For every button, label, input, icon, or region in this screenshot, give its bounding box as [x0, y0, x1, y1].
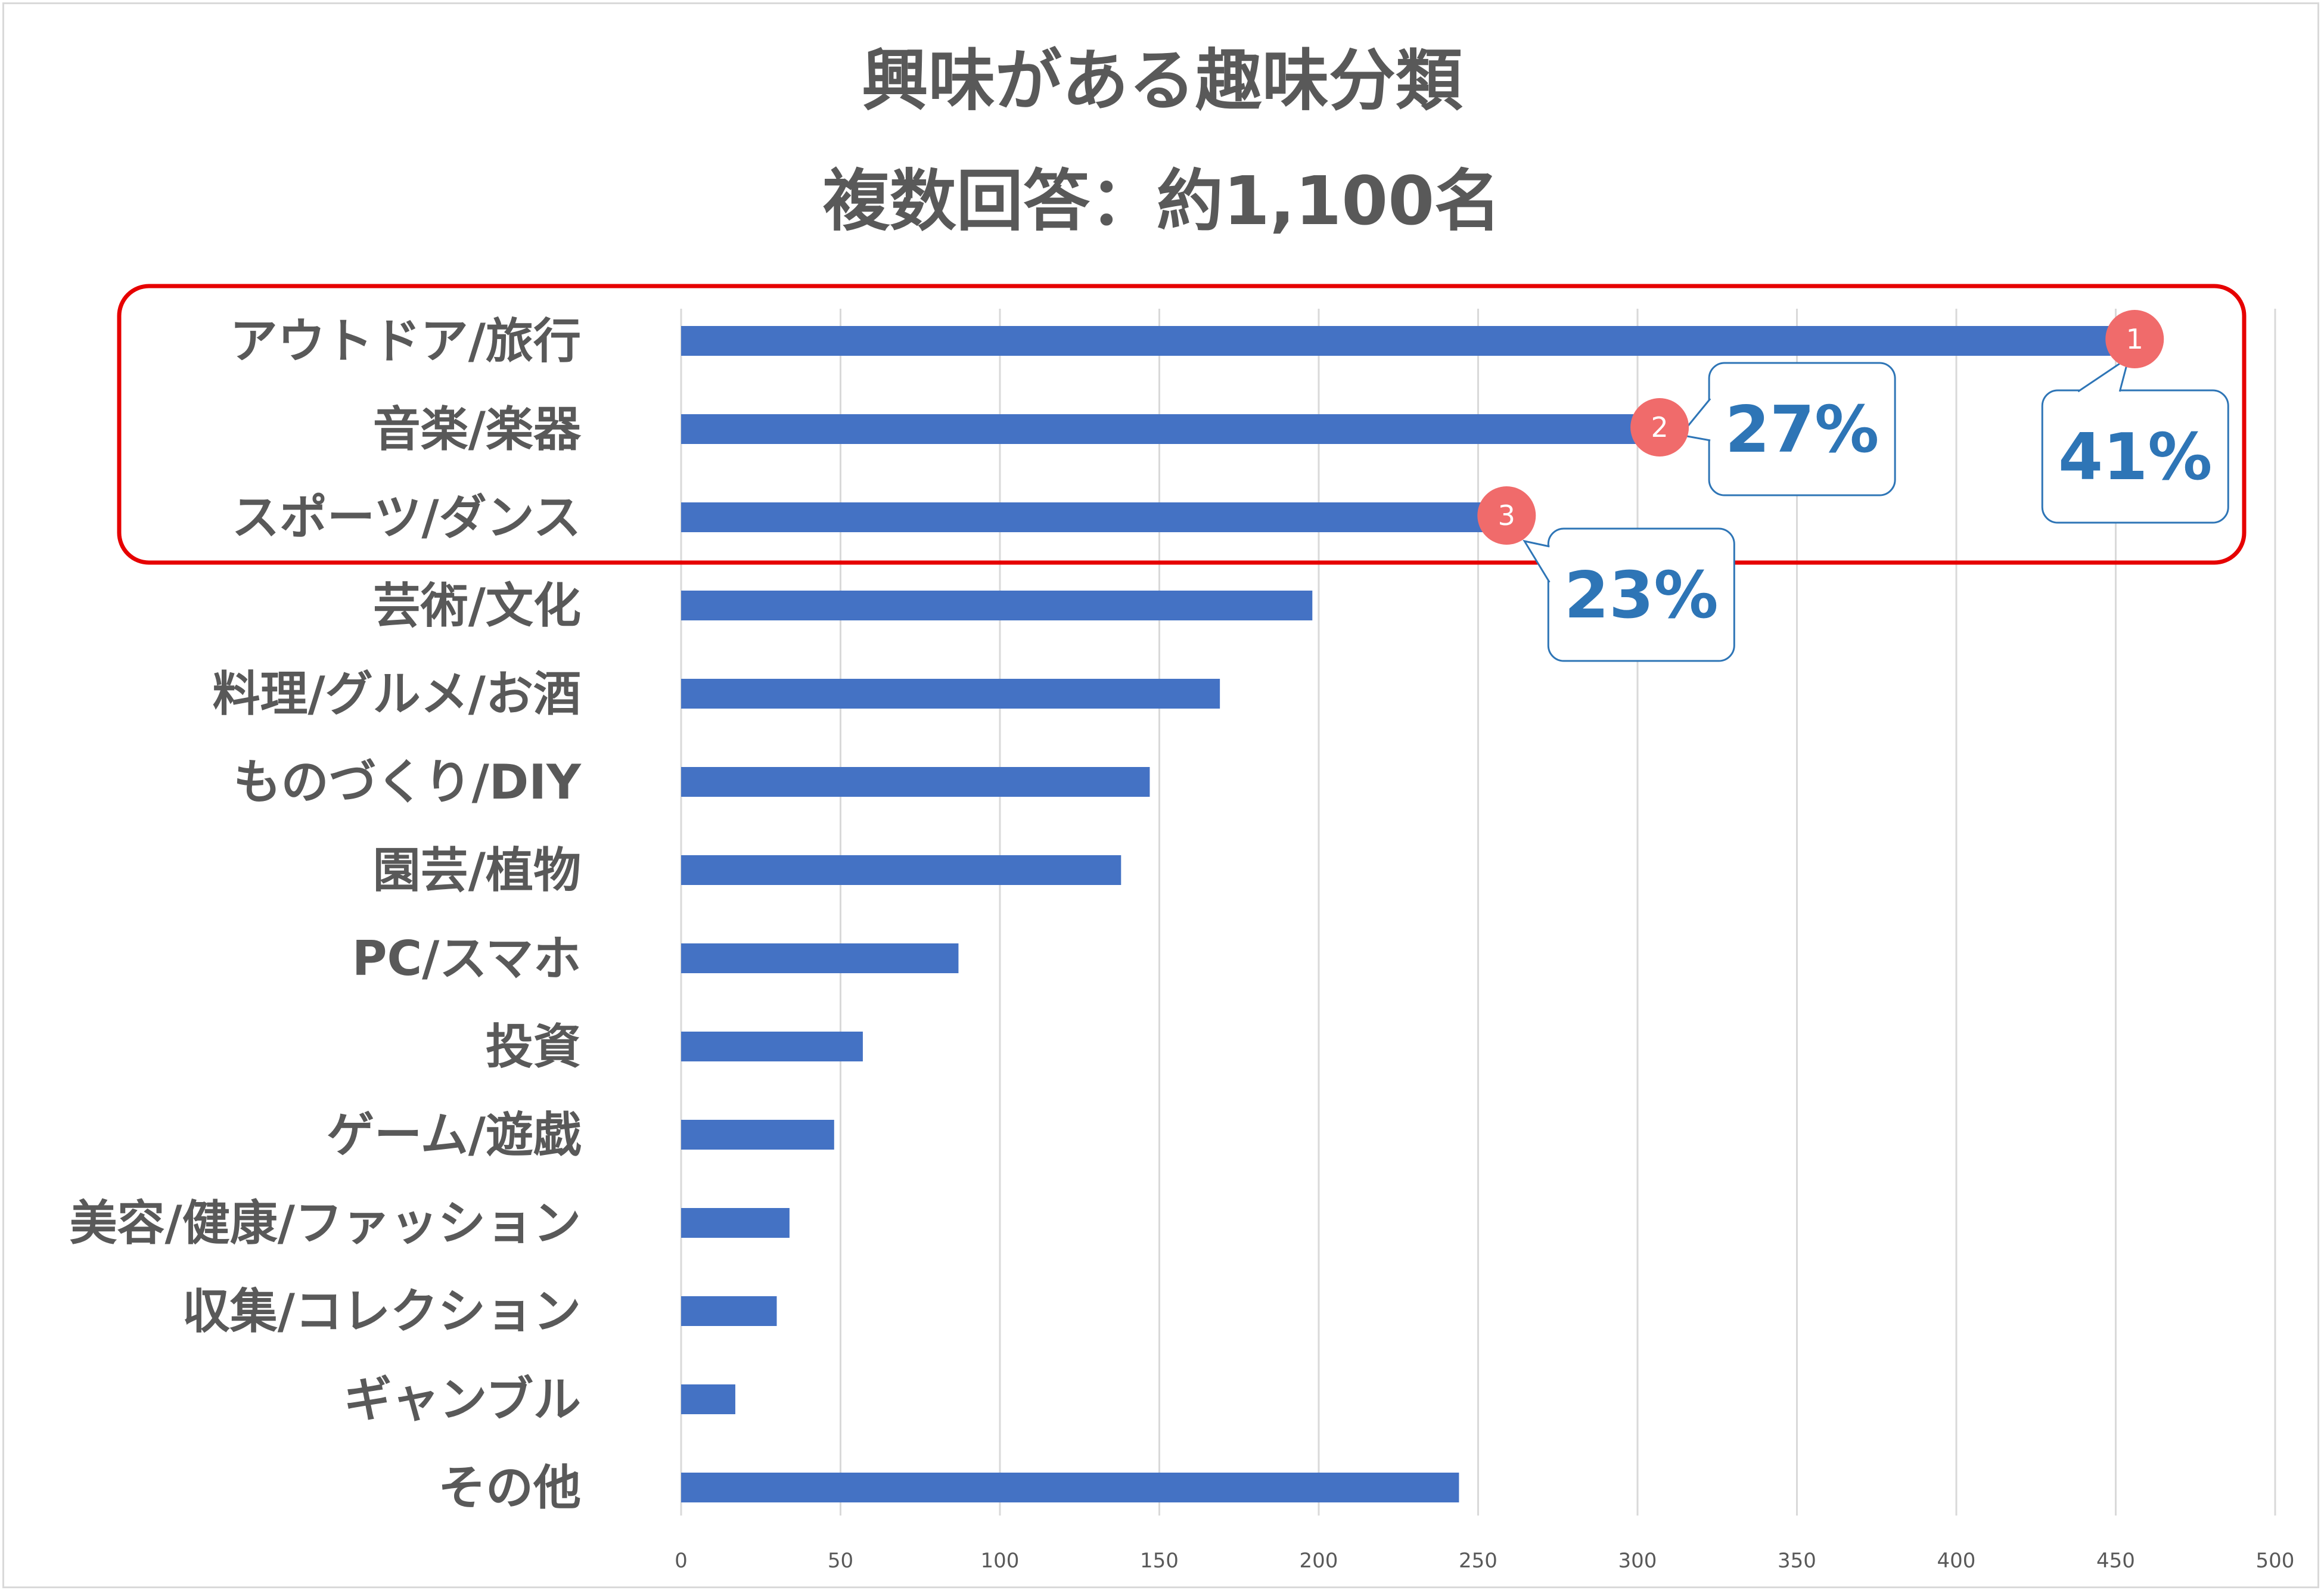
bar-9	[681, 1032, 863, 1061]
category-label-3: スポーツ/ダンス	[232, 490, 581, 545]
x-tick-label-400: 400	[1937, 1549, 1976, 1573]
top3-highlight	[117, 284, 2247, 565]
gridlines	[680, 309, 2276, 1516]
x-tick-label-100: 100	[981, 1549, 1020, 1573]
category-label-12: 収集/コレクション	[182, 1284, 581, 1339]
x-tick-label-450: 450	[2096, 1549, 2135, 1573]
category-label-1: アウトドア/旅行	[230, 313, 581, 369]
callout-label-1: 41%	[2058, 420, 2213, 495]
category-label-2: 音楽/楽器	[373, 402, 582, 457]
callout-box-3	[1547, 527, 1735, 662]
rank-marker-2	[1630, 398, 1689, 457]
category-label-14: その他	[438, 1460, 581, 1516]
bar-14	[681, 1473, 1459, 1502]
category-label-10: ゲーム/遊戯	[327, 1107, 581, 1163]
bar-11	[681, 1208, 790, 1238]
x-tick-label-0: 0	[675, 1549, 688, 1573]
x-tick-label-500: 500	[2256, 1549, 2295, 1573]
category-label-13: ギャンブル	[344, 1372, 581, 1427]
bar-12	[681, 1296, 777, 1326]
callout-label-2: 27%	[1725, 393, 1879, 467]
bar-5	[681, 679, 1220, 709]
rank-marker-1	[2105, 310, 2164, 368]
bar-10	[681, 1120, 834, 1150]
category-label-4: 芸術/文化	[373, 578, 581, 634]
x-tick-label-250: 250	[1459, 1549, 1497, 1573]
bar-2	[681, 414, 1657, 444]
chart-subtitle: 複数回答：約1,100名	[822, 163, 1502, 240]
category-label-5: 料理/グルメ/お酒	[213, 666, 581, 722]
x-tick-label-200: 200	[1300, 1549, 1338, 1573]
category-label-9: 投資	[486, 1019, 581, 1075]
rank-marker-3	[1477, 486, 1536, 545]
callout-box-1	[2041, 389, 2229, 524]
category-labels: アウトドア/旅行音楽/楽器スポーツ/ダンス芸術/文化料理/グルメ/お酒ものづくり…	[70, 313, 582, 1516]
x-tick-label-300: 300	[1618, 1549, 1657, 1573]
x-axis-ticks: 0 50 100 150 200 250 300 350 400 450 500	[675, 1549, 2294, 1573]
x-tick-label-350: 350	[1778, 1549, 1816, 1573]
callouts: 41% 27% 23%	[1523, 355, 2229, 662]
x-tick-label-150: 150	[1140, 1549, 1179, 1573]
x-tick-label-50: 50	[828, 1549, 853, 1573]
bar-8	[681, 943, 959, 973]
bar-7	[681, 855, 1121, 885]
category-label-8: PC/スマホ	[352, 931, 581, 986]
rank-markers: 1 2 3	[1477, 310, 2164, 545]
rank-number-3: 3	[1498, 499, 1515, 532]
callout-label-3: 23%	[1564, 558, 1719, 633]
chart-title: 興味がある趣味分類	[862, 42, 1462, 120]
bar-13	[681, 1384, 735, 1414]
bars	[681, 326, 2132, 1502]
bar-3	[681, 502, 1504, 532]
top3-highlight-box	[117, 284, 2247, 565]
callout-tail-3	[1523, 539, 1551, 583]
rank-number-2: 2	[1651, 411, 1668, 443]
category-label-7: 園芸/植物	[373, 843, 581, 898]
category-label-11: 美容/健康/ファッション	[70, 1195, 581, 1251]
bar-1	[681, 326, 2132, 356]
rank-number-1: 1	[2126, 323, 2143, 355]
bar-6	[681, 767, 1150, 797]
category-label-6: ものづくり/DIY	[234, 754, 582, 810]
bar-4	[681, 591, 1313, 620]
